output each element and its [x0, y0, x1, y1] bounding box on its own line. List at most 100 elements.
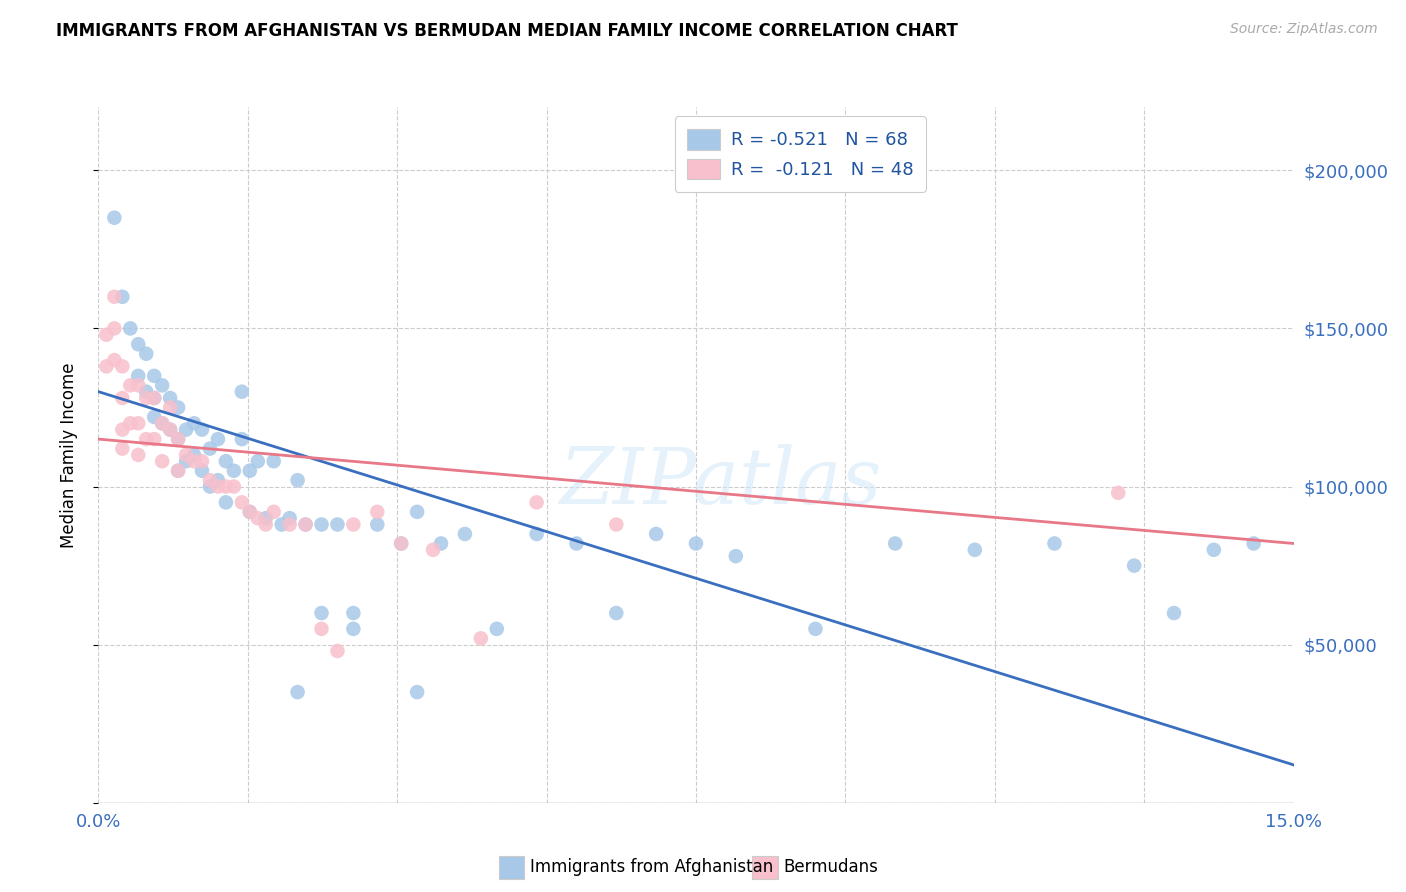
Point — [120, 417, 142, 431]
Point — [470, 632, 492, 646]
Point — [120, 321, 142, 335]
Point — [159, 423, 181, 437]
Text: IMMIGRANTS FROM AFGHANISTAN VS BERMUDAN MEDIAN FAMILY INCOME CORRELATION CHART: IMMIGRANTS FROM AFGHANISTAN VS BERMUDAN … — [56, 22, 957, 40]
Point — [103, 321, 125, 335]
Point — [526, 495, 548, 509]
Point — [963, 542, 986, 557]
Point — [127, 417, 149, 431]
Point — [183, 454, 205, 468]
Point — [103, 290, 125, 304]
Point — [127, 448, 149, 462]
Point — [311, 622, 333, 636]
Point — [278, 511, 301, 525]
Point — [430, 536, 453, 550]
Point — [287, 473, 309, 487]
Point — [278, 517, 301, 532]
Point — [645, 527, 668, 541]
Point — [159, 391, 181, 405]
Point — [167, 401, 190, 415]
Point — [198, 479, 221, 493]
Y-axis label: Median Family Income: Median Family Income — [59, 362, 77, 548]
Point — [127, 368, 149, 383]
Point — [231, 495, 253, 509]
Point — [326, 517, 349, 532]
Point — [239, 464, 262, 478]
Point — [111, 359, 134, 374]
Point — [246, 454, 269, 468]
Point — [605, 517, 627, 532]
Point — [1202, 542, 1225, 557]
Point — [215, 454, 238, 468]
Point — [254, 517, 277, 532]
Point — [246, 511, 269, 525]
Point — [1107, 486, 1129, 500]
Point — [135, 347, 157, 361]
Point — [724, 549, 747, 563]
Point — [231, 384, 253, 399]
Point — [127, 378, 149, 392]
Point — [454, 527, 477, 541]
Point — [191, 454, 214, 468]
Point — [326, 644, 349, 658]
Point — [150, 417, 173, 431]
Point — [159, 401, 181, 415]
Point — [884, 536, 907, 550]
Point — [389, 536, 412, 550]
Point — [150, 417, 173, 431]
Point — [207, 473, 229, 487]
Point — [143, 409, 166, 424]
Point — [127, 337, 149, 351]
Point — [103, 353, 125, 368]
Point — [191, 423, 214, 437]
Point — [263, 454, 285, 468]
Point — [406, 685, 429, 699]
Point — [294, 517, 316, 532]
Point — [222, 464, 245, 478]
Point — [526, 527, 548, 541]
Point — [254, 511, 277, 525]
Point — [685, 536, 707, 550]
Point — [406, 505, 429, 519]
Point — [198, 473, 221, 487]
Point — [174, 448, 197, 462]
Text: Bermudans: Bermudans — [783, 858, 877, 877]
Point — [311, 517, 333, 532]
Point — [150, 454, 173, 468]
Text: Immigrants from Afghanistan: Immigrants from Afghanistan — [530, 858, 773, 877]
Point — [167, 432, 190, 446]
Point — [270, 517, 292, 532]
Point — [174, 454, 197, 468]
Point — [120, 378, 142, 392]
Point — [804, 622, 827, 636]
Point — [1243, 536, 1265, 550]
Point — [183, 417, 205, 431]
Point — [389, 536, 412, 550]
Point — [96, 327, 118, 342]
Point — [311, 606, 333, 620]
Point — [174, 423, 197, 437]
Point — [231, 432, 253, 446]
Legend: R = -0.521   N = 68, R =  -0.121   N = 48: R = -0.521 N = 68, R = -0.121 N = 48 — [675, 116, 927, 192]
Point — [96, 359, 118, 374]
Point — [207, 432, 229, 446]
Point — [342, 517, 364, 532]
Point — [135, 432, 157, 446]
Point — [111, 391, 134, 405]
Point — [135, 384, 157, 399]
Point — [150, 378, 173, 392]
Point — [1163, 606, 1185, 620]
Point — [222, 479, 245, 493]
Text: ZIPatlas: ZIPatlas — [558, 444, 882, 521]
Point — [1123, 558, 1146, 573]
Point — [263, 505, 285, 519]
Point — [167, 432, 190, 446]
Point — [103, 211, 125, 225]
Point — [191, 464, 214, 478]
Point — [143, 432, 166, 446]
Point — [215, 495, 238, 509]
Point — [183, 448, 205, 462]
Point — [167, 464, 190, 478]
Point — [342, 622, 364, 636]
Point — [565, 536, 588, 550]
Point — [294, 517, 316, 532]
